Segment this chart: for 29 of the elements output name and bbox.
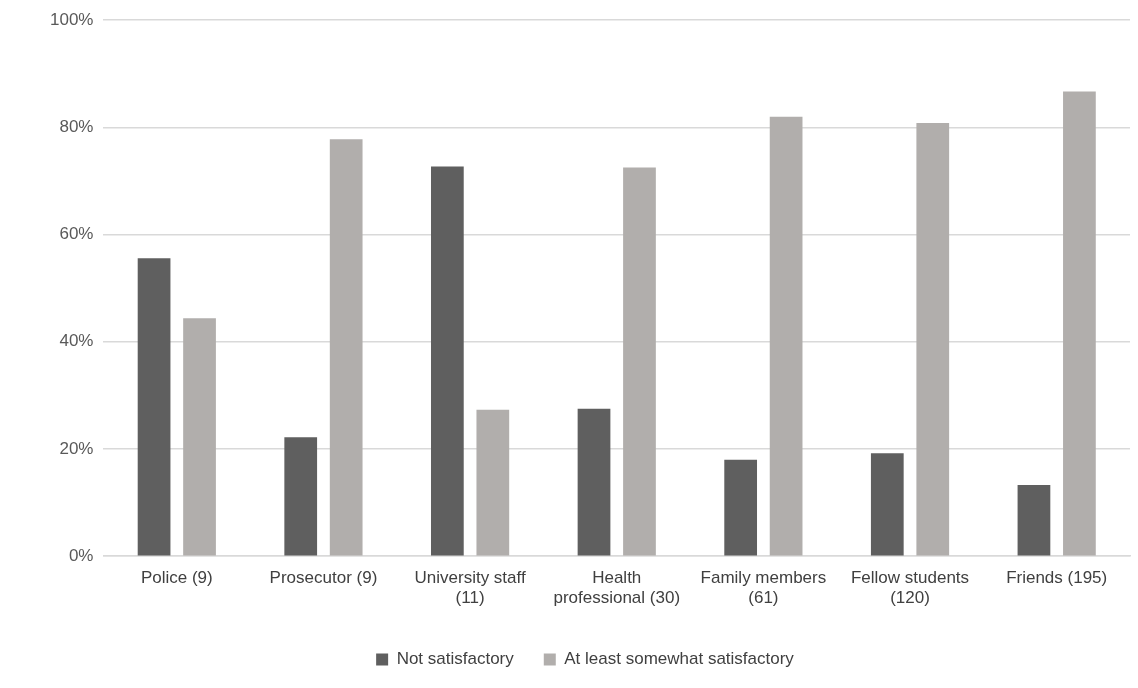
- x-tick-label: Prosecutor (9): [269, 568, 378, 588]
- y-tick-label: 40%: [59, 331, 94, 351]
- legend-label: At least somewhat satisfactory: [564, 649, 795, 669]
- x-tick-label: Health professional (30): [553, 568, 681, 608]
- bar: [870, 453, 904, 556]
- x-tick-label: University staff (11): [414, 568, 526, 608]
- bar: [431, 166, 464, 556]
- legend-label: Not satisfactory: [396, 649, 515, 669]
- x-tick-label: Police (9): [140, 568, 213, 588]
- bar: [284, 437, 318, 556]
- y-tick-label: 100%: [50, 9, 94, 29]
- y-tick-label: 0%: [68, 545, 94, 565]
- y-tick-label: 60%: [59, 224, 94, 244]
- bar: [577, 408, 611, 556]
- x-tick-label: Friends (195): [1006, 568, 1108, 588]
- y-tick-label: 80%: [59, 117, 94, 137]
- bar: [476, 409, 510, 556]
- bar: [769, 116, 803, 556]
- bar: [329, 139, 363, 556]
- x-tick-label: Fellow students (120): [850, 568, 970, 608]
- bar: [623, 167, 656, 556]
- bar: [724, 459, 758, 556]
- bar: [137, 258, 171, 556]
- bar: [916, 123, 950, 556]
- x-tick-label: Family members (61): [700, 568, 827, 608]
- bar: [183, 318, 216, 556]
- bar: [1017, 484, 1051, 556]
- y-tick-label: 20%: [59, 438, 94, 458]
- bar: [1063, 91, 1096, 556]
